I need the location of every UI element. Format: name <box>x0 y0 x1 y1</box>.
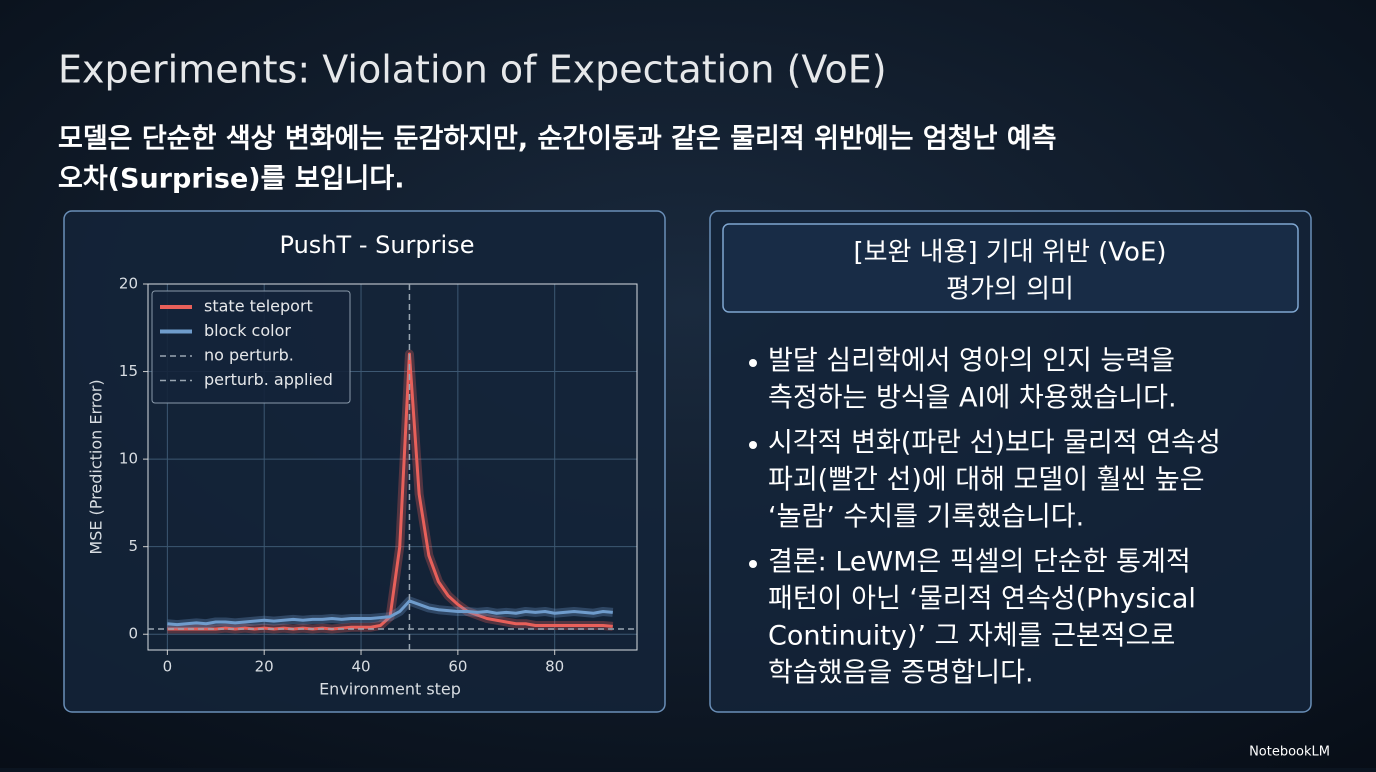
bullet-text: Continuity)’ 그 자체를 근본적으로 <box>768 621 1175 652</box>
legend-label: no perturb. <box>204 346 294 365</box>
y-tick-label: 5 <box>128 537 138 555</box>
bullet-text: 발달 심리학에서 영아의 인지 능력을 <box>768 346 1175 377</box>
x-axis-label: Environment step <box>319 680 461 699</box>
x-tick-label: 20 <box>255 658 274 676</box>
footer: NotebookLM <box>1249 745 1330 760</box>
series-line <box>167 599 613 627</box>
y-tick-label: 0 <box>128 625 138 643</box>
y-tick-label: 15 <box>119 362 138 380</box>
info-title: [보완 내용] 기대 위반 (VoE) <box>853 238 1166 268</box>
bullet-text: ‘놀람’ 수치를 기록했습니다. <box>768 502 1084 533</box>
plot-frame <box>147 283 638 651</box>
x-tick-label: 80 <box>545 658 564 676</box>
info-header-box <box>722 223 1299 313</box>
bullet-text: 결론: LeWM은 픽셀의 단순한 통계적 <box>768 547 1191 578</box>
legend-label: state teleport <box>204 297 313 316</box>
chart-title: PushT - Surprise <box>280 231 475 259</box>
legend-label: perturb. applied <box>204 370 333 389</box>
x-tick-label: 0 <box>163 658 173 676</box>
info-panel <box>709 210 1312 713</box>
y-tick-label: 20 <box>119 275 138 293</box>
bullet-dot <box>749 359 757 367</box>
subtitle: 오차(Surprise)를 보입니다. <box>58 164 404 195</box>
x-tick-label: 60 <box>448 658 467 676</box>
bullet-text: 학습했음을 증명합니다. <box>768 658 1034 689</box>
bullet-dot <box>749 560 757 568</box>
bullet-text: 측정하는 방식을 AI에 차용했습니다. <box>768 383 1177 414</box>
bullet-dot <box>749 441 757 449</box>
chart-panel <box>63 210 666 713</box>
subtitle: 모델은 단순한 색상 변화에는 둔감하지만, 순간이동과 같은 물리적 위반에는… <box>58 124 1057 155</box>
slide-title: Experiments: Violation of Expectation (V… <box>58 48 887 92</box>
bullet-text: 패턴이 아닌 ‘물리적 연속성(Physical <box>768 584 1196 615</box>
legend-label: block color <box>204 321 291 340</box>
legend-box <box>151 290 351 404</box>
bullet-text: 파괴(빨간 선)에 대해 모델이 훨씬 높은 <box>768 465 1205 496</box>
info-title: 평가의 의미 <box>946 275 1074 305</box>
y-tick-label: 10 <box>119 450 138 468</box>
bullet-text: 시각적 변화(파란 선)보다 물리적 연속성 <box>768 428 1221 459</box>
y-axis-label: MSE (Prediction Error) <box>87 379 106 554</box>
x-tick-label: 40 <box>351 658 370 676</box>
